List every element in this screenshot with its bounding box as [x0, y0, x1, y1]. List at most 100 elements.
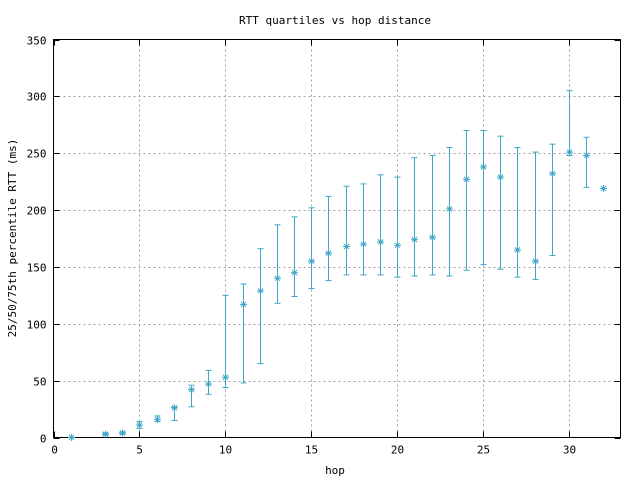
marker-stroke	[549, 170, 556, 177]
median-marker	[360, 240, 367, 248]
marker-stroke	[188, 386, 195, 393]
chart-title: RTT quartiles vs hop distance	[239, 14, 431, 27]
error-bar	[257, 248, 264, 365]
marker-stroke	[480, 164, 487, 170]
y-tick-label: 150	[27, 262, 47, 275]
axis-ticks	[53, 39, 621, 439]
median-marker	[136, 421, 143, 429]
median-marker	[566, 148, 573, 156]
x-tick-label: 20	[391, 444, 404, 457]
y-tick-label: 100	[27, 319, 47, 332]
median-marker	[188, 386, 195, 394]
marker-stroke	[497, 174, 504, 180]
marker-stroke	[583, 152, 590, 159]
median-marker	[600, 184, 607, 192]
median-marker	[446, 205, 453, 213]
marker-stroke	[171, 405, 178, 411]
error-bar	[411, 157, 418, 277]
x-tick-label: 30	[563, 444, 576, 457]
marker-stroke	[308, 258, 315, 265]
median-marker	[240, 300, 247, 308]
marker-stroke	[291, 269, 298, 276]
marker-stroke	[136, 422, 143, 428]
median-marker	[291, 269, 298, 277]
marker-stroke	[325, 250, 332, 257]
error-bar	[360, 183, 367, 276]
error-bar	[394, 176, 401, 278]
median-marker	[308, 257, 315, 265]
marker-stroke	[68, 434, 75, 441]
error-bar	[514, 147, 521, 278]
marker-stroke	[154, 416, 161, 423]
median-marker	[411, 236, 418, 244]
marker-stroke	[205, 381, 212, 387]
median-marker	[394, 241, 401, 249]
median-marker	[514, 246, 521, 254]
median-marker	[497, 173, 504, 181]
marker-stroke	[102, 431, 109, 437]
median-marker	[377, 238, 384, 246]
marker-stroke	[463, 176, 470, 183]
median-marker	[222, 373, 229, 381]
marker-stroke	[222, 374, 229, 381]
error-bar	[429, 154, 436, 276]
marker-stroke	[600, 185, 607, 192]
median-marker	[119, 429, 126, 437]
error-bar	[274, 224, 281, 304]
x-tick-labels: 0 5 10 15 20 25 30	[51, 444, 576, 457]
y-tick-label: 350	[27, 35, 47, 48]
median-marker	[325, 249, 332, 257]
x-tick-label: 5	[136, 444, 143, 457]
marker-stroke	[119, 430, 126, 436]
median-marker	[154, 415, 161, 423]
x-axis-label: hop	[325, 464, 345, 477]
error-bar	[343, 185, 350, 276]
error-bar	[291, 216, 298, 297]
y-tick-label: 300	[27, 91, 47, 104]
marker-stroke	[532, 258, 539, 265]
x-tick-label: 10	[219, 444, 232, 457]
median-markers	[68, 148, 607, 441]
median-marker	[532, 257, 539, 265]
error-bar	[308, 207, 315, 290]
marker-stroke	[274, 275, 281, 282]
error-bars	[102, 90, 590, 436]
marker-stroke	[446, 206, 453, 212]
marker-stroke	[240, 301, 247, 308]
error-bar	[463, 129, 470, 271]
y-tick-labels: 0 50 100 150 200 250 300 350	[27, 35, 47, 446]
error-bar	[222, 294, 229, 388]
x-tick-label: 25	[477, 444, 490, 457]
marker-stroke	[514, 247, 521, 253]
median-marker	[171, 404, 178, 412]
median-marker	[343, 242, 350, 250]
marker-stroke	[257, 287, 264, 294]
x-tick-label: 0	[51, 444, 58, 457]
error-bar	[325, 195, 332, 282]
marker-stroke	[343, 243, 350, 250]
error-bar	[566, 90, 573, 156]
marker-stroke	[411, 236, 418, 243]
error-bar	[497, 135, 504, 270]
y-tick-label: 0	[40, 433, 47, 446]
median-marker	[257, 287, 264, 295]
marker-stroke	[394, 242, 401, 249]
y-tick-label: 200	[27, 205, 47, 218]
marker-stroke	[429, 234, 436, 241]
marker-stroke	[377, 239, 384, 245]
x-tick-label: 15	[305, 444, 318, 457]
median-marker	[274, 274, 281, 282]
marker-stroke	[566, 149, 573, 155]
plot-frame	[53, 39, 621, 438]
median-marker	[68, 434, 75, 441]
median-marker	[429, 233, 436, 241]
error-bar	[377, 174, 384, 276]
median-marker	[583, 151, 590, 159]
error-bar	[549, 143, 556, 257]
median-marker	[205, 380, 212, 388]
y-axis-label: 25/50/75th percentile RTT (ms)	[6, 139, 19, 338]
median-marker	[549, 170, 556, 178]
y-tick-label: 250	[27, 148, 47, 161]
marker-stroke	[360, 241, 367, 248]
